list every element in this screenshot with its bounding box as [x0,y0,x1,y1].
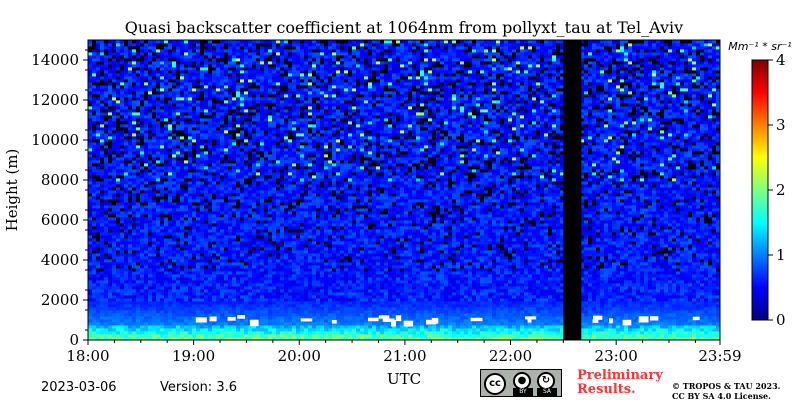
cc-license-badge[interactable]: cc ● ↻ BY SA [480,369,562,397]
colorbar-tick-label: 0 [776,311,786,329]
colorbar-tick-label: 3 [776,116,786,134]
footer-version: Version: 3.6 [160,380,237,395]
y-tick-label: 0 [69,331,79,349]
x-tick-label: 19:00 [172,347,215,365]
preliminary-line-2: Results. [577,383,663,397]
no-data-gap [563,40,581,340]
y-tick-label: 8000 [41,171,79,189]
y-axis: 0 2000 4000 6000 8000 10000 12000 14000 [31,50,88,349]
x-tick-label: 18:00 [66,347,109,365]
x-tick-label: 21:00 [383,347,426,365]
y-tick-label: 14000 [31,51,79,69]
x-tick-label: 22:00 [489,347,532,365]
plot-area [88,40,720,340]
cc-sa-text: SA [537,388,557,396]
copyright-line-1: © TROPOS & TAU 2023. [672,381,780,391]
cc-logo-icon: cc [484,373,506,395]
chart-title: Quasi backscatter coefficient at 1064nm … [125,18,683,37]
y-tick-label: 2000 [41,291,79,309]
x-tick-label: 23:59 [698,347,741,365]
y-tick-label: 4000 [41,251,79,269]
colorbar-scale [752,60,768,320]
colorbar-tick-label: 2 [776,181,786,199]
y-tick-label: 12000 [31,91,79,109]
x-axis: 18:00 19:00 20:00 21:00 22:00 23:00 23:59 [66,340,741,365]
y-tick-label: 10000 [31,131,79,149]
y-tick-label: 6000 [41,211,79,229]
x-axis-label: UTC [387,370,421,388]
colorbar-tick-label: 1 [776,246,786,264]
x-tick-label: 23:00 [595,347,638,365]
preliminary-line-1: Preliminary [577,369,663,383]
cc-by-text: BY [513,388,533,396]
y-axis-label: Height (m) [3,149,21,232]
colorbar-tick-label: 4 [776,51,786,69]
footer-date: 2023-03-06 [41,380,117,395]
x-tick-label: 20:00 [278,347,321,365]
copyright-note: © TROPOS & TAU 2023. CC BY SA 4.0 Licens… [672,381,780,401]
preliminary-results-note: Preliminary Results. [577,369,663,397]
